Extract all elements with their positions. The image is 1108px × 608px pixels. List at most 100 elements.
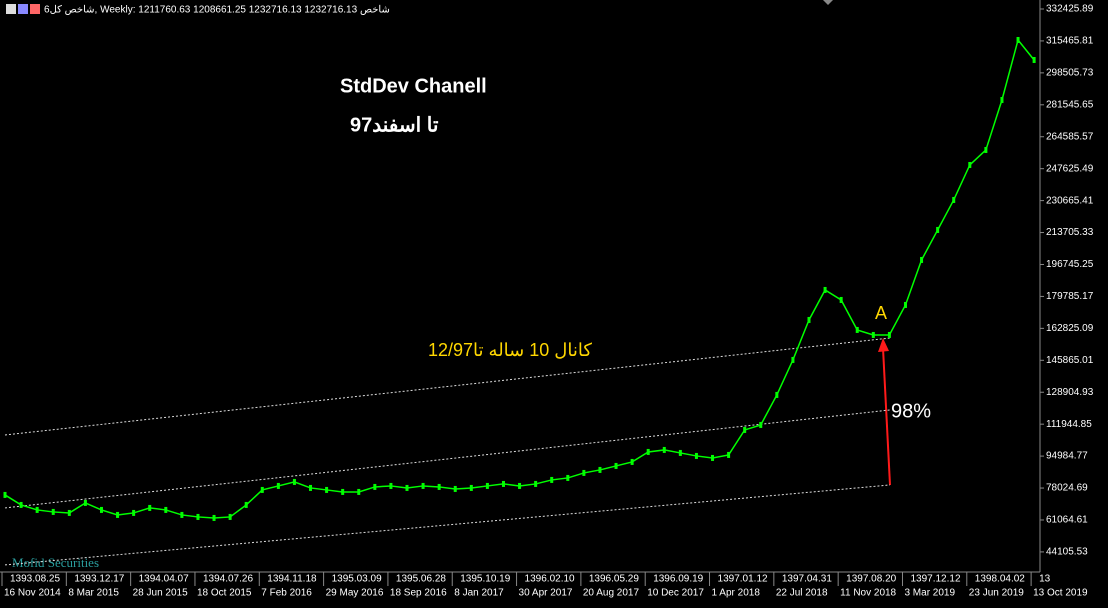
candle (518, 482, 522, 489)
chart-title: StdDev Chanell (340, 75, 487, 97)
chart-subtitle: تا اسفند97 (350, 114, 439, 136)
candle (566, 474, 570, 481)
channel-line (4, 337, 891, 436)
x-tick-label: 16 Nov 2014 (4, 588, 61, 599)
candle (437, 483, 441, 490)
y-tick-label: 298505.73 (1046, 68, 1094, 79)
chart-header: شاخص کل6, Weekly: 1211760.63 1208661.25 … (44, 5, 390, 16)
x-tick-label: 13 Oct 2019 (1033, 588, 1088, 599)
candle (405, 484, 409, 491)
candle (292, 478, 296, 485)
candle (887, 331, 891, 338)
candle (630, 458, 634, 465)
y-tick-label: 315465.81 (1046, 36, 1094, 47)
point-label: A (875, 303, 887, 323)
candle (180, 511, 184, 518)
candle (550, 476, 554, 483)
y-tick-label: 230665.41 (1046, 195, 1094, 206)
candle (694, 452, 698, 459)
y-tick-label: 264585.57 (1046, 131, 1094, 142)
candle (260, 486, 264, 493)
y-tick-label: 61064.61 (1046, 515, 1088, 526)
candle (357, 488, 361, 495)
candle (3, 491, 7, 498)
x-tick-label: 10 Dec 2017 (647, 588, 704, 599)
x-tick-label-persian: 1394.07.26 (203, 574, 253, 585)
candle (164, 506, 168, 513)
candle (727, 451, 731, 458)
candle (936, 226, 940, 233)
candle (1032, 56, 1036, 63)
x-tick-label-persian: 1395.06.28 (396, 574, 446, 585)
icon (30, 4, 40, 14)
candle (775, 391, 779, 398)
arrow-head (878, 338, 889, 352)
x-tick-label-persian: 1396.05.29 (589, 574, 639, 585)
x-tick-label-persian: 1393.12.17 (74, 574, 124, 585)
y-tick-label: 44105.53 (1046, 547, 1088, 558)
x-tick-label-persian: 1394.04.07 (139, 574, 189, 585)
x-tick-label: 18 Oct 2015 (197, 588, 252, 599)
y-tick-label: 247625.49 (1046, 163, 1094, 174)
candle (244, 501, 248, 508)
y-tick-label: 213705.33 (1046, 227, 1094, 238)
x-tick-label-persian: 1393.08.25 (10, 574, 60, 585)
candle (968, 161, 972, 168)
candle (1016, 36, 1020, 43)
candle (614, 462, 618, 469)
candle (920, 256, 924, 263)
candle (823, 286, 827, 293)
x-tick-label-persian: 1395.03.09 (332, 574, 382, 585)
candle (855, 326, 859, 333)
y-tick-label: 111944.85 (1046, 419, 1092, 430)
candle (791, 356, 795, 363)
x-tick-label-persian: 1398.04.02 (975, 574, 1025, 585)
candle (19, 501, 23, 508)
candle (759, 421, 763, 428)
candle (1000, 96, 1004, 103)
candle (839, 296, 843, 303)
y-tick-label: 179785.17 (1046, 291, 1094, 302)
x-tick-label: 1 Apr 2018 (712, 588, 761, 599)
candle (116, 511, 120, 518)
y-tick-label: 332425.89 (1046, 4, 1094, 15)
y-tick-label: 281545.65 (1046, 99, 1094, 110)
x-tick-label: 8 Mar 2015 (68, 588, 119, 599)
candle (984, 146, 988, 153)
candle (276, 482, 280, 489)
x-tick-label: 30 Apr 2017 (519, 588, 573, 599)
candle (469, 484, 473, 491)
candle (807, 316, 811, 323)
candle (485, 482, 489, 489)
candle (212, 514, 216, 521)
x-tick-label: 8 Jan 2017 (454, 588, 504, 599)
candle (67, 509, 71, 516)
candle (389, 482, 393, 489)
x-tick-label: 3 Mar 2019 (904, 588, 955, 599)
x-tick-label-persian: 1395.10.19 (460, 574, 510, 585)
candle (646, 448, 650, 455)
candle (196, 513, 200, 520)
x-tick-label-persian: 1396.09.19 (653, 574, 703, 585)
scroll-marker (823, 0, 833, 5)
y-tick-label: 128904.93 (1046, 387, 1094, 398)
candle (373, 483, 377, 490)
channel-line (4, 409, 891, 509)
candle (662, 446, 666, 453)
percent-label: 98% (891, 400, 931, 422)
x-tick-label: 20 Aug 2017 (583, 588, 640, 599)
x-tick-label: 23 Jun 2019 (969, 588, 1024, 599)
candle (51, 508, 55, 515)
candle (903, 301, 907, 308)
candle (99, 506, 103, 513)
x-tick-label-persian: 1397.04.31 (782, 574, 832, 585)
x-tick-label: 18 Sep 2016 (390, 588, 447, 599)
candle (952, 196, 956, 203)
y-tick-label: 162825.09 (1046, 323, 1094, 334)
x-tick-label: 28 Jun 2015 (133, 588, 188, 599)
candle (453, 485, 457, 492)
candle (743, 426, 747, 433)
candle (711, 454, 715, 461)
